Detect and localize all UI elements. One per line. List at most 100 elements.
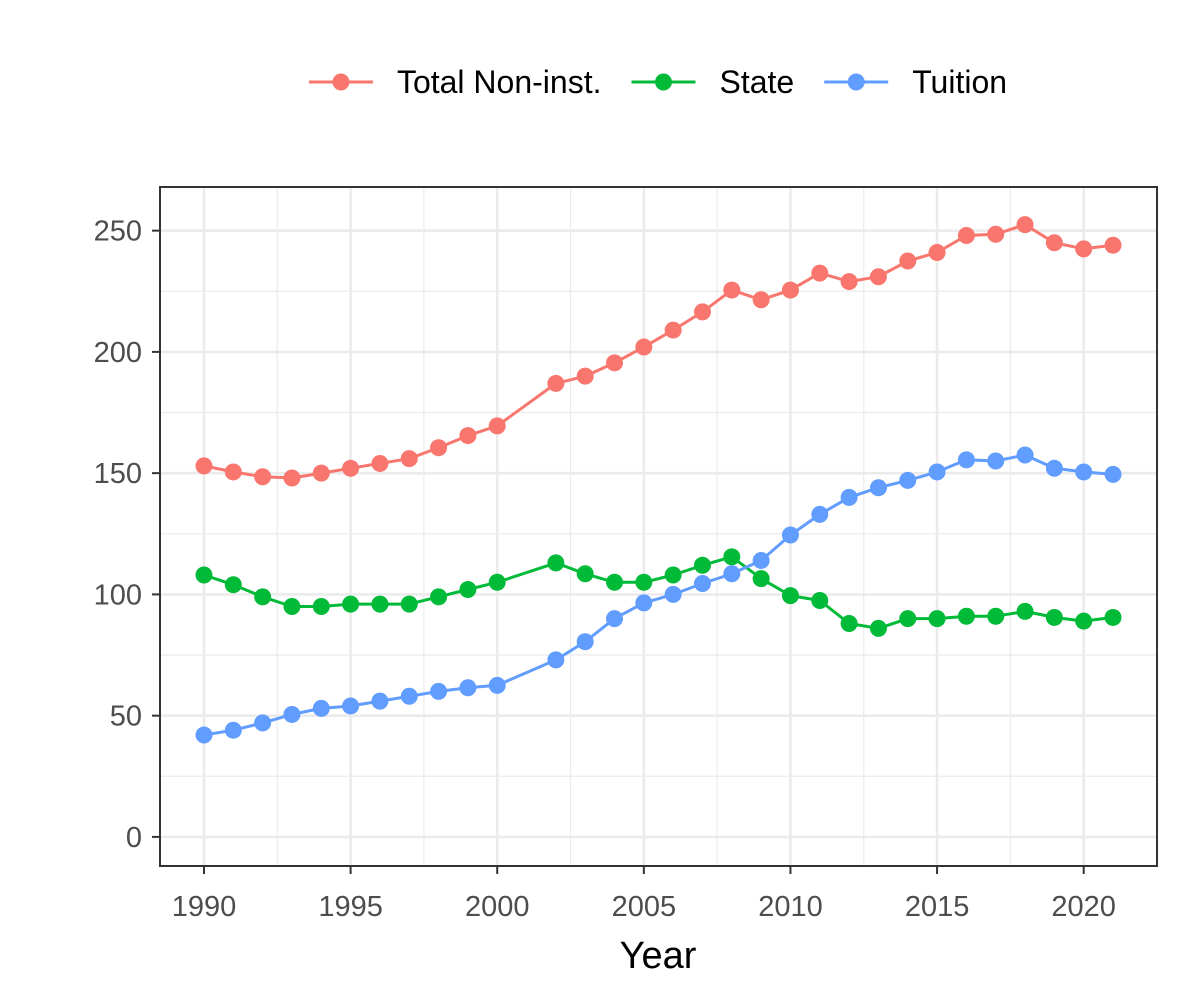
data-point: [664, 566, 682, 584]
data-point: [781, 526, 799, 544]
data-point: [781, 281, 799, 299]
data-point: [928, 610, 946, 628]
data-point: [342, 697, 360, 715]
data-point: [1045, 459, 1063, 477]
x-tick-label: 1995: [318, 891, 383, 923]
legend-item: State: [631, 64, 794, 100]
data-point: [723, 548, 741, 566]
data-point: [312, 598, 330, 616]
data-point: [283, 705, 301, 723]
legend-key-point: [332, 73, 350, 91]
data-point: [576, 367, 594, 385]
y-tick-label: 0: [126, 822, 142, 854]
y-tick-label: 150: [94, 458, 142, 490]
legend-item: Total Non-inst.: [308, 64, 602, 100]
data-point: [459, 679, 477, 697]
data-point: [371, 595, 389, 613]
data-point: [693, 574, 711, 592]
data-point: [430, 439, 448, 457]
data-point: [928, 463, 946, 481]
data-point: [957, 607, 975, 625]
data-point: [840, 615, 858, 632]
data-point: [1075, 612, 1093, 630]
data-point: [928, 243, 946, 261]
data-point: [1016, 602, 1034, 620]
data-point: [342, 595, 360, 613]
series-layer: [195, 216, 1122, 744]
legend-key-point: [847, 73, 865, 91]
plot-panel-border: [159, 186, 1158, 867]
data-point: [371, 692, 389, 710]
legend-item: Tuition: [824, 64, 1007, 100]
x-tick-label: 2020: [1051, 891, 1116, 923]
data-point: [576, 633, 594, 651]
data-point: [781, 587, 799, 605]
data-point: [400, 687, 418, 705]
x-tick-label: 2000: [465, 891, 530, 923]
x-tick-label: 1990: [172, 891, 237, 923]
series-state: [195, 548, 1122, 637]
data-point: [254, 714, 272, 732]
data-point: [811, 591, 829, 609]
data-point: [195, 457, 213, 475]
data-point: [254, 588, 272, 606]
data-point: [1016, 216, 1034, 234]
data-point: [723, 281, 741, 299]
legend-label: State: [719, 64, 794, 100]
data-point: [664, 585, 682, 603]
data-point: [899, 471, 917, 489]
data-point: [664, 321, 682, 339]
data-point: [488, 417, 506, 435]
data-point: [1104, 608, 1122, 626]
data-point: [957, 227, 975, 244]
legend-label: Total Non-inst.: [397, 64, 602, 100]
data-point: [224, 721, 242, 739]
data-point: [1045, 608, 1063, 626]
data-point: [283, 469, 301, 487]
y-tick-label: 100: [94, 579, 142, 611]
data-point: [1104, 236, 1122, 254]
legend-label: Tuition: [912, 64, 1007, 100]
plot-panel-background: [160, 187, 1157, 866]
data-point: [224, 463, 242, 481]
data-point: [283, 598, 301, 616]
data-point: [693, 556, 711, 574]
data-point: [899, 610, 917, 628]
data-point: [869, 268, 887, 286]
data-point: [1104, 465, 1122, 483]
data-point: [1075, 240, 1093, 258]
data-point: [606, 610, 624, 628]
data-point: [635, 338, 653, 356]
data-point: [811, 505, 829, 523]
data-point: [635, 594, 653, 612]
data-point: [752, 291, 770, 309]
y-tick-label: 250: [94, 216, 142, 248]
data-point: [869, 619, 887, 637]
data-point: [693, 303, 711, 321]
data-point: [840, 488, 858, 506]
data-point: [606, 354, 624, 372]
data-point: [635, 573, 653, 591]
axes: 1990 1995 2000 2005 2010 2015 2020 0 50 100 150 200…: [94, 216, 1116, 923]
x-tick-label: 2005: [612, 891, 677, 923]
data-point: [400, 595, 418, 613]
data-point: [195, 726, 213, 744]
x-axis-title: Year: [620, 935, 697, 977]
data-point: [488, 676, 506, 694]
y-tick-label: 200: [94, 337, 142, 369]
data-point: [312, 464, 330, 482]
series-total-non-inst: [195, 216, 1122, 487]
data-point: [811, 264, 829, 282]
legend-key-point: [654, 73, 672, 91]
data-point: [1016, 446, 1034, 464]
data-point: [195, 566, 213, 584]
data-point: [400, 450, 418, 468]
data-point: [224, 576, 242, 594]
data-point: [987, 225, 1005, 243]
data-point: [869, 479, 887, 497]
x-tick-label: 2010: [758, 891, 823, 923]
data-point: [430, 682, 448, 700]
data-point: [723, 565, 741, 583]
data-point: [957, 451, 975, 469]
data-point: [254, 468, 272, 486]
